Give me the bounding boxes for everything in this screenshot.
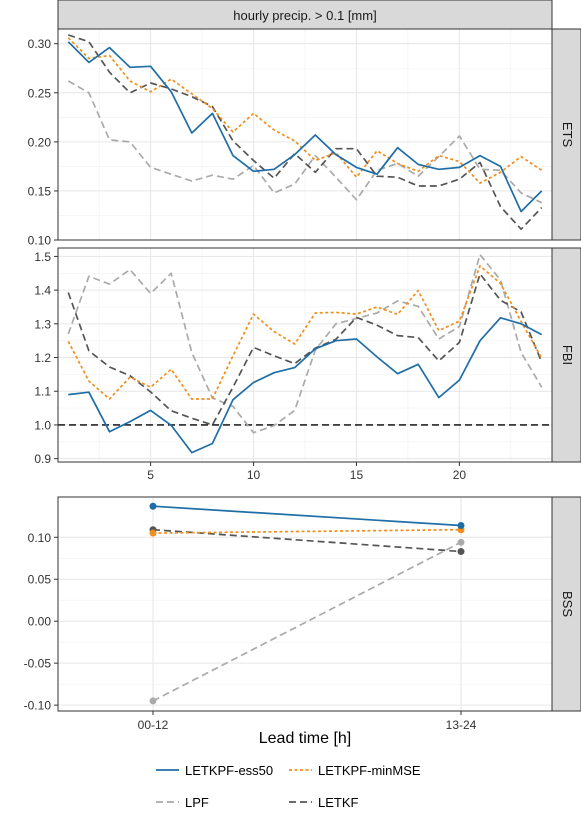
ets-y-tick-label: 0.10: [28, 234, 52, 248]
bss-x-tick-label: 13-24: [446, 718, 477, 732]
legend-label-letkf: LETKF: [318, 795, 359, 810]
bss-y-tick-label: -0.05: [24, 657, 52, 671]
fbi-facet-label: FBI: [560, 345, 575, 365]
x-axis-title: Lead time [h]: [259, 730, 352, 747]
bss-point-letkpf-ess50: [149, 502, 157, 510]
bss-series-letkf: [152, 528, 462, 553]
fbi-series-lpf: [67, 253, 543, 434]
fbi-y-tick-label: 1.3: [34, 317, 51, 331]
ets-series-letkpf-ess50: [67, 41, 543, 213]
fbi-x-tick-label: 5: [147, 468, 154, 482]
fbi-y-tick-label: 1.4: [34, 284, 51, 298]
ets-panel: 0.10 0.15 0.20 0.25 0.30 ETS: [28, 28, 581, 248]
bss-series-letkpf-minmse: [152, 528, 462, 534]
bss-y-tick-label: -0.10: [24, 699, 52, 713]
fbi-x-tick-label: 10: [247, 468, 261, 482]
ets-facet-label: ETS: [560, 122, 575, 148]
bss-point-letkf: [457, 548, 465, 556]
fbi-series-letkpf-minmse: [67, 265, 543, 400]
fbi-x-tick-label: 20: [453, 468, 467, 482]
legend-label-lpf: LPF: [185, 795, 209, 810]
fbi-y-tick-label: 1.2: [34, 351, 51, 365]
bss-y-tick-label: 0.00: [28, 615, 52, 629]
ets-y-tick-label: 0.20: [28, 135, 52, 149]
bss-series-lpf: [152, 541, 462, 702]
legend-label-letkpf-ess50: LETKPF-ess50: [185, 763, 273, 778]
bss-y-tick-label: 0.05: [28, 573, 52, 587]
bss-series-letkpf-ess50: [152, 505, 462, 527]
strip-header-bg: [57, 0, 553, 30]
bss-point-lpf: [149, 697, 157, 705]
fbi-y-tick-label: 1.1: [34, 385, 51, 399]
fbi-y-tick-label: 0.9: [34, 452, 51, 466]
bss-x-tick-label: 00-12: [138, 718, 169, 732]
fbi-y-tick-label: 1.0: [34, 418, 51, 432]
fbi-series-letkpf-ess50: [68, 316, 543, 454]
ets-y-tick-label: 0.15: [28, 184, 52, 198]
bss-point-letkpf-ess50: [457, 522, 465, 530]
ets-series-lpf: [67, 80, 543, 204]
bss-y-tick-label: 0.10: [28, 531, 52, 545]
fbi-series-letkf: [67, 273, 543, 426]
ets-y-tick-label: 0.30: [28, 37, 52, 51]
fbi-y-tick-label: 1.5: [34, 250, 51, 264]
fbi-panel: 0.9 1.0 1.1 1.2 1.3 1.4 1.5 FBI 5 10 15 20: [34, 247, 581, 482]
legend-label-letkpf-minmse: LETKPF-minMSE: [318, 763, 421, 778]
fbi-x-tick-label: 15: [350, 468, 364, 482]
legend: LETKPF-ess50 LETKPF-minMSE LPF LETKF: [156, 763, 421, 810]
ets-series-letkpf-minmse: [67, 37, 543, 184]
bss-plot-area: [58, 497, 552, 711]
ets-facet-strip: [551, 28, 581, 241]
bss-panel: -0.10 -0.05 0.00 0.05 0.10 BSS 00-12 13-24: [24, 496, 581, 732]
bss-facet-strip: [551, 496, 581, 712]
bss-facet-label: BSS: [560, 591, 575, 617]
fbi-facet-strip: [551, 247, 581, 463]
bss-point-letkpf-minmse: [149, 529, 157, 537]
bss-point-lpf: [457, 538, 465, 546]
strip-header-title: hourly precip. > 0.1 [mm]: [233, 8, 376, 23]
ets-series-letkf: [68, 34, 543, 231]
ets-y-tick-label: 0.25: [28, 86, 52, 100]
